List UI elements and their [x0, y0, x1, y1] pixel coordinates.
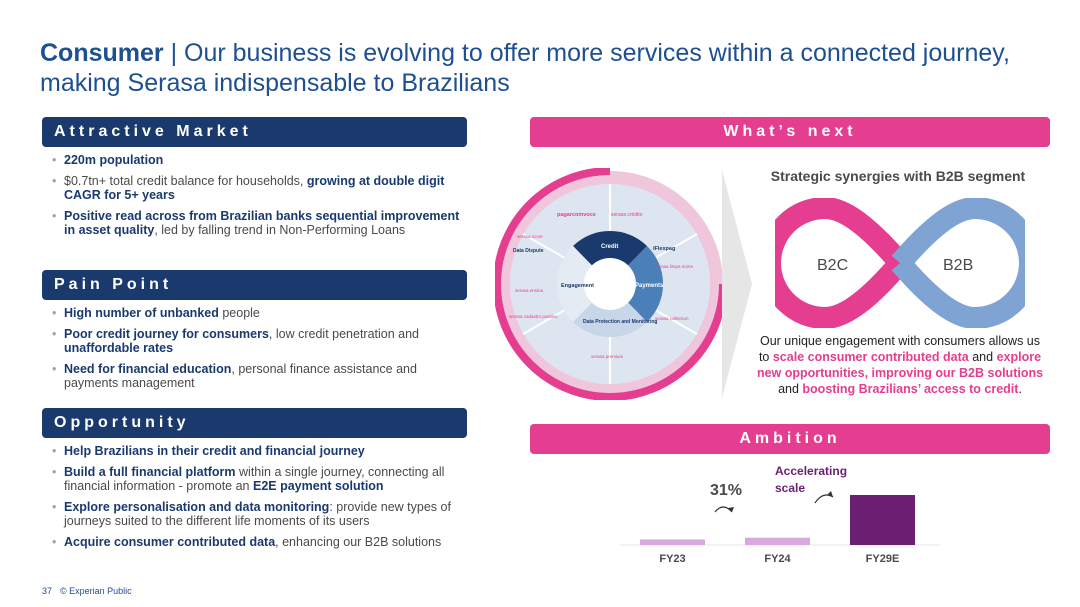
attractive-market-header: Attractive Market: [42, 117, 467, 147]
list-item: Need for financial education, personal f…: [50, 362, 460, 391]
scale-arrowhead-icon: [827, 491, 833, 497]
ambition-header: Ambition: [530, 424, 1050, 454]
page-number: 37: [42, 586, 53, 596]
b2b-label: B2B: [943, 257, 973, 274]
pain-point-header: Pain Point: [42, 270, 467, 300]
logo-limpa-nome: serasa limpa nome: [655, 264, 694, 269]
growth-arrowhead-icon: [728, 507, 734, 512]
wheel-label-data-protection: Data Protection and Monitoring: [583, 319, 657, 325]
wheel-segment-payments: [610, 246, 664, 322]
scale-arrow-icon: [814, 494, 834, 504]
accelerating-scale-line2: scale: [775, 481, 805, 495]
list-item: Positive read across from Brazilian bank…: [50, 209, 460, 238]
wheel-label-credit: Credit: [601, 244, 618, 250]
logo-serasa-credito: serasa crédito: [611, 212, 643, 218]
growth-arrow-icon: [714, 506, 733, 513]
ecosystem-wheel: Credit Payments Data Protection and Moni…: [495, 168, 725, 400]
logo-serasa-premium: serasa premium: [591, 354, 624, 359]
wheel-label-payments: Payments: [635, 283, 664, 289]
bar-fy24: [745, 537, 810, 545]
whats-next-header: What’s next: [530, 117, 1050, 147]
opportunity-header: Opportunity: [42, 408, 467, 438]
b2c-label: B2C: [817, 257, 848, 274]
list-item: Acquire consumer contributed data, enhan…: [50, 535, 460, 550]
wheel-label-engagement: Engagement: [561, 283, 594, 289]
classification-label: © Experian Public: [60, 586, 132, 596]
chevron-arrow-icon: [722, 170, 752, 398]
logo-serasa-score: serasa score: [517, 234, 543, 239]
growth-label: 31%: [710, 482, 742, 499]
wheel-segment-engagement: [556, 246, 610, 322]
list-item: $0.7tn+ total credit balance for househo…: [50, 174, 460, 203]
wheel-segment-data-protection: [573, 284, 647, 338]
x-tick-label: FY24: [764, 553, 791, 565]
page-title: Consumer | Our business is evolving to o…: [40, 39, 1010, 97]
infinity-right-loop: [891, 198, 1025, 328]
logo-serasa-collection: serasa collection: [655, 316, 689, 321]
opportunity-list: Help Brazilians in their credit and fina…: [50, 444, 460, 555]
wheel-pink-arc: [495, 168, 725, 400]
b2c-b2b-infinity-graphic: B2C B2B: [775, 198, 1025, 328]
logo-pagarcomvoce: pagarcomvoce: [557, 212, 596, 218]
wheel-label-data-dispute: Data Dispute: [513, 248, 544, 254]
infinity-left-loop: [775, 198, 909, 328]
ambition-chart: 31% Accelerating scale FY23 FY24 FY29E: [620, 464, 940, 565]
list-item: 220m population: [50, 153, 460, 168]
list-item: Explore personalisation and data monitor…: [50, 500, 460, 529]
logo-cadastro-positivo: serasa cadastro positivo: [509, 314, 558, 319]
list-item: Poor credit journey for consumers, low c…: [50, 327, 460, 356]
list-item: Help Brazilians in their credit and fina…: [50, 444, 460, 459]
pain-point-list: High number of unbanked people Poor cred…: [50, 306, 460, 397]
x-tick-label: FY23: [659, 553, 685, 565]
logo-serasa-ensina: serasa ensina: [515, 288, 544, 293]
accelerating-scale-line: Accelerating: [775, 464, 847, 478]
bar-fy29e: [850, 495, 915, 545]
list-item: Build a full financial platform within a…: [50, 465, 460, 494]
x-tick-label: FY29E: [866, 553, 900, 565]
list-item: High number of unbanked people: [50, 306, 460, 321]
synergy-title: Strategic synergies with B2B segment: [770, 168, 1026, 184]
wheel-center: [584, 258, 636, 310]
logo-flexpag: iFlexpag: [653, 246, 675, 252]
footer: 37 © Experian Public: [42, 586, 140, 596]
bar-fy23: [640, 539, 705, 545]
wheel-segment-credit: [573, 230, 647, 284]
accelerating-scale-label: Accelerating: [775, 464, 847, 478]
synergy-description: Our unique engagement with consumers all…: [756, 334, 1044, 396]
attractive-market-list: 220m population $0.7tn+ total credit bal…: [50, 153, 460, 244]
